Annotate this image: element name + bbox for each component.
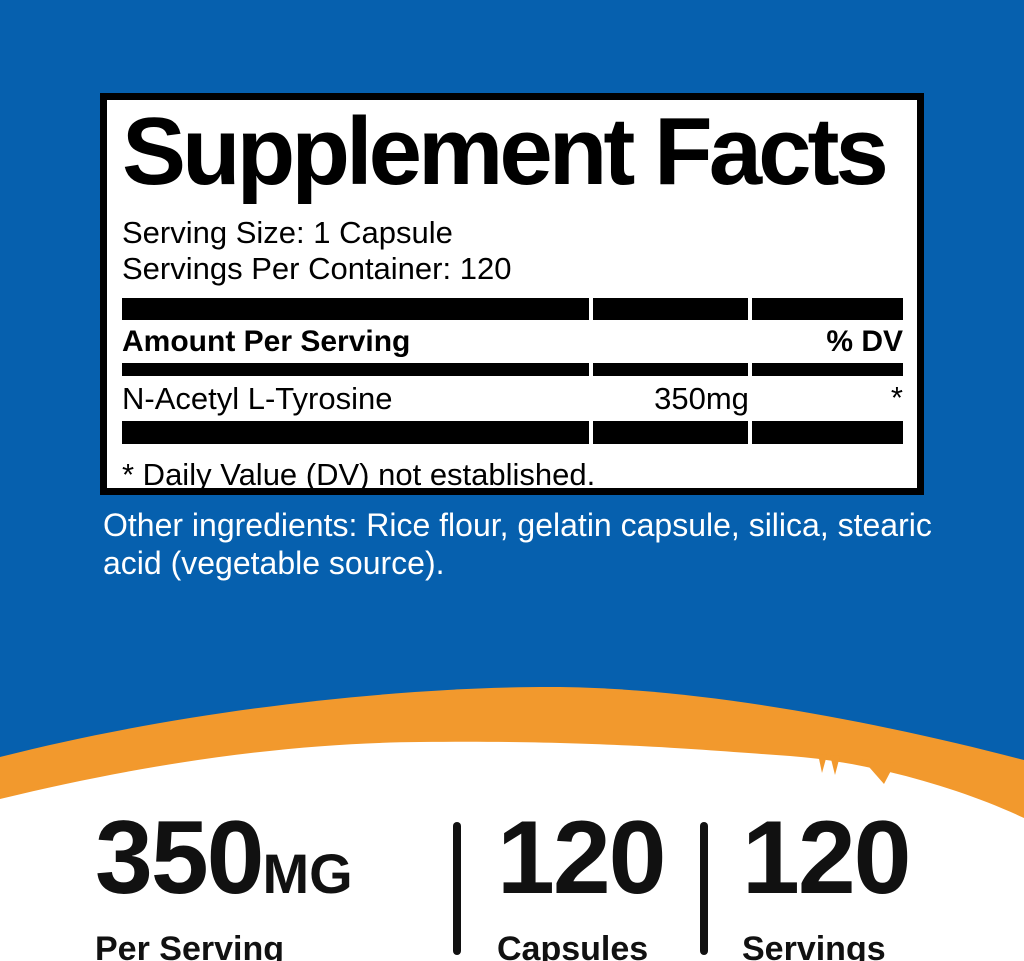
header-bottom-bar	[122, 363, 903, 376]
column-divider	[589, 363, 593, 376]
ingredient-amount: 350mg	[654, 380, 749, 416]
panel-title: Supplement Facts	[122, 98, 889, 205]
column-divider	[748, 363, 752, 376]
ingredient-name: N-Acetyl L-Tyrosine	[122, 380, 393, 416]
stat-per-serving: 350MG Per Serving	[95, 806, 353, 961]
stat-value: 120	[742, 806, 912, 926]
stat-number: 350	[95, 800, 265, 916]
table-header-row: Amount Per Serving % DV	[122, 320, 903, 363]
stat-label: Servings	[742, 930, 886, 961]
stat-servings: 120 Servings	[742, 806, 912, 961]
stat-value: 350MG	[95, 806, 353, 926]
stat-divider	[700, 822, 708, 955]
stat-number: 120	[497, 800, 667, 916]
stat-unit: MG	[262, 842, 353, 905]
column-divider	[589, 298, 593, 320]
table-bottom-bar	[122, 421, 903, 444]
orange-swoosh-graphic	[0, 680, 1024, 850]
dv-footnote: * Daily Value (DV) not established.	[122, 457, 596, 492]
serving-size-line: Serving Size: 1 Capsule	[122, 215, 453, 250]
ingredient-dv-asterisk: *	[890, 380, 903, 415]
amount-per-serving-header: Amount Per Serving	[122, 324, 411, 358]
header-top-bar	[122, 298, 903, 320]
column-divider	[748, 421, 752, 444]
servings-per-container-line: Servings Per Container: 120	[122, 251, 512, 286]
column-divider	[589, 421, 593, 444]
supplement-facts-panel: Supplement Facts Serving Size: 1 Capsule…	[100, 93, 924, 495]
serving-info: Serving Size: 1 Capsule Servings Per Con…	[122, 215, 903, 287]
stat-number: 120	[742, 800, 912, 916]
stat-label: Per Serving	[95, 930, 284, 961]
column-divider	[748, 298, 752, 320]
stat-divider	[453, 822, 461, 955]
dv-header: % DV	[826, 324, 903, 358]
other-ingredients-text: Other ingredients: Rice flour, gelatin c…	[103, 507, 932, 581]
ingredient-row: N-Acetyl L-Tyrosine 350mg *	[122, 376, 903, 421]
stat-value: 120	[497, 806, 667, 926]
stat-capsules: 120 Capsules	[497, 806, 667, 961]
stat-label: Capsules	[497, 930, 649, 961]
